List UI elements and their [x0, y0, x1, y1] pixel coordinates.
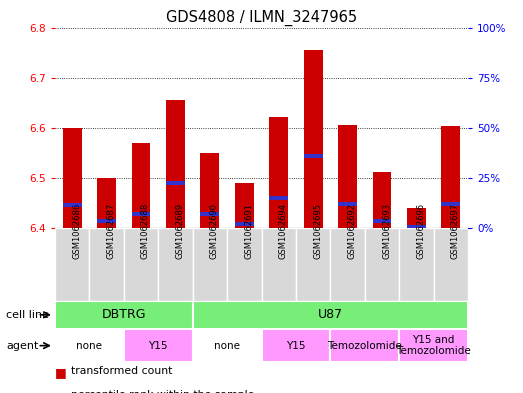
Bar: [97, 178, 116, 228]
Text: GSM1062693: GSM1062693: [382, 203, 391, 259]
Text: GSM1062688: GSM1062688: [141, 203, 150, 259]
Text: GSM1062696: GSM1062696: [416, 203, 425, 259]
Text: percentile rank within the sample: percentile rank within the sample: [71, 390, 254, 393]
Text: cell line: cell line: [6, 310, 49, 320]
Text: GSM1062686: GSM1062686: [72, 203, 81, 259]
Text: GSM1062691: GSM1062691: [244, 203, 253, 259]
Bar: [441, 202, 460, 206]
Bar: [200, 153, 219, 228]
Text: ■: ■: [55, 390, 66, 393]
Text: transformed count: transformed count: [71, 366, 172, 376]
Bar: [227, 228, 262, 301]
Text: agent: agent: [6, 341, 39, 351]
Text: Y15: Y15: [149, 341, 168, 351]
Text: DBTRG: DBTRG: [101, 308, 146, 321]
Bar: [235, 183, 254, 228]
Bar: [158, 228, 192, 301]
Bar: [63, 204, 82, 208]
Text: Temozolomide: Temozolomide: [327, 341, 402, 351]
Bar: [55, 329, 124, 362]
Bar: [365, 228, 399, 301]
Bar: [262, 228, 296, 301]
Bar: [262, 329, 331, 362]
Text: GSM1062692: GSM1062692: [348, 203, 357, 259]
Bar: [296, 228, 331, 301]
Bar: [372, 172, 392, 228]
Bar: [304, 154, 323, 158]
Bar: [124, 329, 192, 362]
Bar: [97, 219, 116, 224]
Bar: [200, 212, 219, 216]
Bar: [399, 228, 434, 301]
Bar: [304, 50, 323, 228]
Text: GSM1062689: GSM1062689: [175, 203, 185, 259]
Bar: [331, 228, 365, 301]
Bar: [338, 202, 357, 206]
Text: GSM1062687: GSM1062687: [107, 203, 116, 259]
Bar: [269, 117, 288, 228]
Bar: [407, 225, 426, 229]
Text: GSM1062690: GSM1062690: [210, 203, 219, 259]
Bar: [399, 329, 468, 362]
Text: ■: ■: [55, 366, 66, 379]
Text: U87: U87: [318, 308, 343, 321]
Text: Y15 and
Temozolomide: Y15 and Temozolomide: [396, 335, 471, 356]
Bar: [331, 329, 399, 362]
Bar: [407, 208, 426, 228]
Title: GDS4808 / ILMN_3247965: GDS4808 / ILMN_3247965: [166, 10, 357, 26]
Text: none: none: [214, 341, 240, 351]
Bar: [269, 196, 288, 200]
Bar: [131, 143, 151, 228]
Bar: [124, 228, 158, 301]
Bar: [235, 222, 254, 226]
Bar: [192, 228, 227, 301]
Bar: [338, 125, 357, 228]
Text: GSM1062694: GSM1062694: [279, 203, 288, 259]
Bar: [131, 212, 151, 216]
Text: GSM1062695: GSM1062695: [313, 203, 322, 259]
Bar: [63, 128, 82, 228]
Bar: [441, 126, 460, 228]
Bar: [434, 228, 468, 301]
Text: Y15: Y15: [286, 341, 305, 351]
Bar: [192, 301, 468, 329]
Bar: [89, 228, 124, 301]
Bar: [166, 100, 185, 228]
Bar: [55, 301, 192, 329]
Text: GSM1062697: GSM1062697: [451, 203, 460, 259]
Text: none: none: [76, 341, 103, 351]
Bar: [372, 219, 392, 224]
Bar: [55, 228, 89, 301]
Bar: [166, 181, 185, 185]
Bar: [192, 329, 262, 362]
